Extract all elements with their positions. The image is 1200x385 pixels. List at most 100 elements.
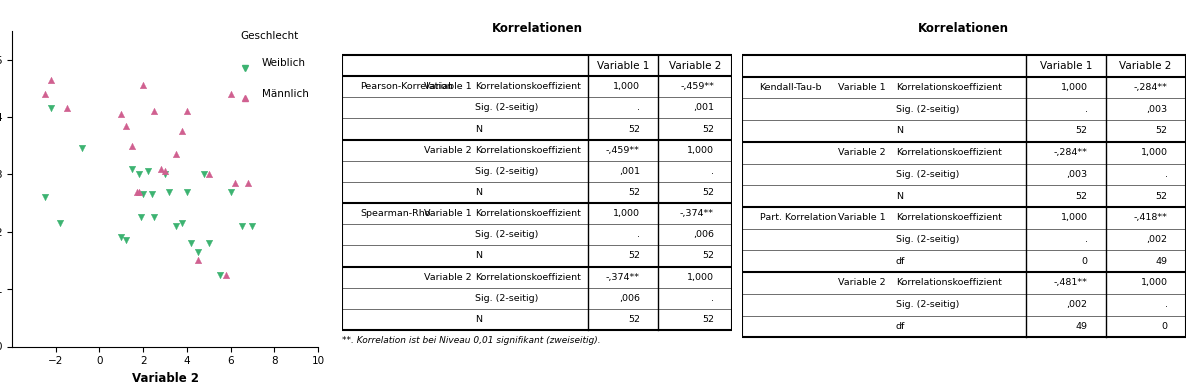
Text: 1,000: 1,000 — [1140, 278, 1168, 288]
Point — [143, 191, 162, 198]
Point — [221, 91, 240, 97]
Text: 52: 52 — [702, 315, 714, 324]
Text: .: . — [637, 230, 640, 239]
Text: ,003: ,003 — [1146, 105, 1168, 114]
Text: Korrelationskoeffizient: Korrelationskoeffizient — [475, 146, 581, 155]
Text: Variable 1: Variable 1 — [838, 213, 886, 222]
Text: -,374**: -,374** — [680, 209, 714, 218]
Point — [167, 223, 186, 229]
Text: N: N — [475, 315, 482, 324]
Text: Korrelationskoeffizient: Korrelationskoeffizient — [895, 213, 1002, 222]
Text: N: N — [895, 192, 902, 201]
Text: Variable 2: Variable 2 — [425, 273, 472, 282]
Point — [199, 240, 218, 246]
Text: Pearson-Korrelation: Pearson-Korrelation — [360, 82, 452, 91]
Point — [112, 111, 131, 117]
Text: 52: 52 — [628, 251, 640, 261]
Point — [167, 151, 186, 157]
Point — [130, 171, 149, 177]
Text: ,001: ,001 — [619, 167, 640, 176]
Text: -,459**: -,459** — [606, 146, 640, 155]
Text: Sig. (2-seitig): Sig. (2-seitig) — [895, 105, 959, 114]
Text: 1,000: 1,000 — [1061, 83, 1087, 92]
Text: Spearman-Rho: Spearman-Rho — [360, 209, 431, 218]
Text: N: N — [475, 124, 482, 134]
Text: **. Korrelation ist bei Niveau 0,01 signifikant (zweiseitig).: **. Korrelation ist bei Niveau 0,01 sign… — [342, 336, 601, 345]
Text: Sig. (2-seitig): Sig. (2-seitig) — [895, 170, 959, 179]
Text: Variable 1: Variable 1 — [838, 83, 886, 92]
Text: Geschlecht: Geschlecht — [240, 31, 299, 41]
Text: -,481**: -,481** — [1054, 278, 1087, 288]
Point — [116, 237, 136, 243]
Text: N: N — [475, 188, 482, 197]
Point — [199, 171, 218, 177]
Text: 52: 52 — [1075, 127, 1087, 136]
Text: Sig. (2-seitig): Sig. (2-seitig) — [475, 294, 539, 303]
Text: Korrelationen: Korrelationen — [492, 22, 582, 35]
Text: -,418**: -,418** — [1134, 213, 1168, 222]
Text: ,002: ,002 — [1067, 300, 1087, 309]
Point — [221, 188, 240, 194]
Text: Part. Korrelation: Part. Korrelation — [760, 213, 836, 222]
Text: 52: 52 — [628, 124, 640, 134]
Text: 52: 52 — [1156, 192, 1168, 201]
Point — [239, 180, 258, 186]
Text: -,284**: -,284** — [1134, 83, 1168, 92]
Text: 0: 0 — [1162, 322, 1168, 331]
Point — [226, 180, 245, 186]
Text: Sig. (2-seitig): Sig. (2-seitig) — [895, 300, 959, 309]
Text: 52: 52 — [702, 124, 714, 134]
Text: Korrelationskoeffizient: Korrelationskoeffizient — [475, 273, 581, 282]
Point — [232, 223, 251, 229]
Point — [133, 191, 152, 198]
Point — [178, 108, 197, 114]
Text: Sig. (2-seitig): Sig. (2-seitig) — [475, 103, 539, 112]
Text: 52: 52 — [702, 251, 714, 261]
Text: 1,000: 1,000 — [613, 209, 640, 218]
Text: 1,000: 1,000 — [1061, 213, 1087, 222]
Point — [50, 220, 70, 226]
Point — [131, 214, 150, 221]
Text: 0: 0 — [1081, 257, 1087, 266]
Point — [35, 194, 54, 200]
Point — [151, 166, 170, 172]
Point — [194, 171, 214, 177]
Point — [144, 214, 163, 221]
Text: 52: 52 — [1075, 192, 1087, 201]
Point — [133, 82, 152, 89]
Text: 52: 52 — [628, 188, 640, 197]
Point — [138, 168, 157, 174]
Bar — [742, 55, 1186, 337]
Text: Sig. (2-seitig): Sig. (2-seitig) — [895, 235, 959, 244]
Text: Korrelationskoeffizient: Korrelationskoeffizient — [475, 82, 581, 91]
Point — [42, 77, 61, 83]
Text: Korrelationskoeffizient: Korrelationskoeffizient — [895, 278, 1002, 288]
Text: Variable 2: Variable 2 — [1120, 61, 1172, 71]
Point — [130, 188, 149, 194]
Point — [112, 234, 131, 241]
Text: 1,000: 1,000 — [686, 146, 714, 155]
Text: ,006: ,006 — [619, 294, 640, 303]
Point — [181, 240, 200, 246]
X-axis label: Variable 2: Variable 2 — [132, 372, 198, 385]
Point — [58, 105, 77, 111]
Point — [156, 168, 175, 174]
Text: Korrelationskoeffizient: Korrelationskoeffizient — [475, 209, 581, 218]
Text: df: df — [895, 322, 905, 331]
Point — [122, 166, 142, 172]
Text: 49: 49 — [1075, 322, 1087, 331]
Text: Männlich: Männlich — [262, 89, 308, 99]
Text: 1,000: 1,000 — [686, 273, 714, 282]
Text: ,006: ,006 — [694, 230, 714, 239]
Point — [72, 146, 91, 152]
Point — [188, 249, 208, 255]
Text: .: . — [710, 167, 714, 176]
Text: Variable 2: Variable 2 — [668, 60, 721, 70]
Text: Variable 1: Variable 1 — [596, 60, 649, 70]
Point — [242, 223, 262, 229]
Bar — [342, 55, 732, 330]
Point — [178, 188, 197, 194]
Text: Korrelationskoeffizient: Korrelationskoeffizient — [895, 148, 1002, 157]
Text: -,284**: -,284** — [1054, 148, 1087, 157]
Text: -,374**: -,374** — [606, 273, 640, 282]
